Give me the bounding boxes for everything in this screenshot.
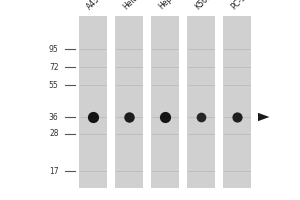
Polygon shape: [258, 113, 269, 121]
Point: [127, 115, 131, 119]
Point: [235, 115, 239, 119]
Text: Hela: Hela: [121, 0, 140, 11]
Bar: [223, 16, 251, 188]
Text: 95: 95: [49, 45, 58, 53]
Point: [163, 115, 167, 119]
Text: 72: 72: [49, 62, 58, 72]
Bar: [151, 16, 179, 188]
Text: 28: 28: [49, 130, 58, 138]
Text: 36: 36: [49, 112, 58, 121]
Bar: [115, 16, 143, 188]
Text: 17: 17: [49, 166, 58, 176]
Point: [91, 115, 95, 119]
Text: K562: K562: [193, 0, 213, 11]
Bar: [79, 16, 107, 188]
Text: HepG2: HepG2: [157, 0, 182, 11]
Point: [199, 115, 203, 119]
Text: A431: A431: [85, 0, 106, 11]
Text: 55: 55: [49, 81, 58, 90]
Bar: [187, 16, 215, 188]
Text: PC-3: PC-3: [229, 0, 248, 11]
